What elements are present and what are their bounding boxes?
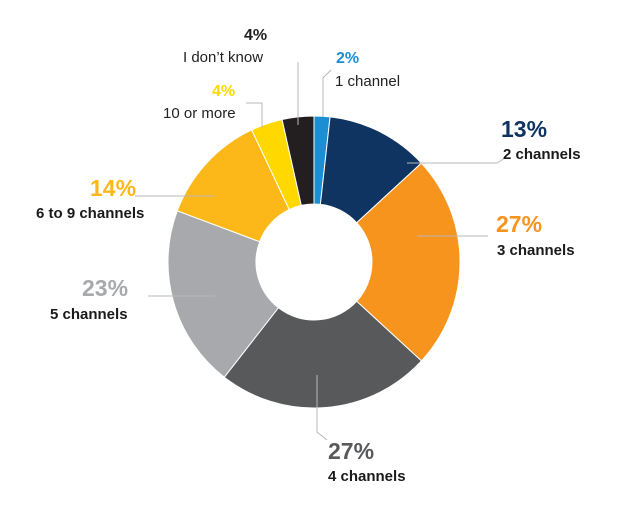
donut-hole bbox=[256, 204, 372, 320]
leader-line-4-channels bbox=[316, 375, 328, 441]
slice-pct-3-channels: 27% bbox=[496, 211, 542, 237]
slice-label-4-channels: 4 channels bbox=[328, 468, 406, 485]
slice-pct-i-dont-know: 4% bbox=[244, 27, 267, 44]
slice-pct-4-channels: 27% bbox=[328, 438, 374, 464]
slice-label-3-channels: 3 channels bbox=[497, 242, 575, 259]
slice-label-i-dont-know: I don’t know bbox=[183, 49, 263, 66]
slice-pct-2-channels: 13% bbox=[501, 116, 547, 142]
slice-pct-5-channels: 23% bbox=[82, 275, 128, 301]
slice-label-2-channels: 2 channels bbox=[503, 146, 581, 163]
slice-label-10-or-more: 10 or more bbox=[163, 105, 236, 122]
slice-label-6-to-9-channels: 6 to 9 channels bbox=[36, 205, 144, 222]
slice-label-1-channel: 1 channel bbox=[335, 73, 400, 90]
leader-line-1-channel bbox=[322, 69, 332, 117]
slice-pct-1-channel: 2% bbox=[336, 50, 359, 67]
leader-line-10-or-more bbox=[246, 102, 263, 128]
slice-pct-10-or-more: 4% bbox=[212, 83, 235, 100]
leader-line-2-channels bbox=[407, 157, 506, 164]
slice-pct-6-to-9-channels: 14% bbox=[90, 175, 136, 201]
slice-label-5-channels: 5 channels bbox=[50, 306, 128, 323]
